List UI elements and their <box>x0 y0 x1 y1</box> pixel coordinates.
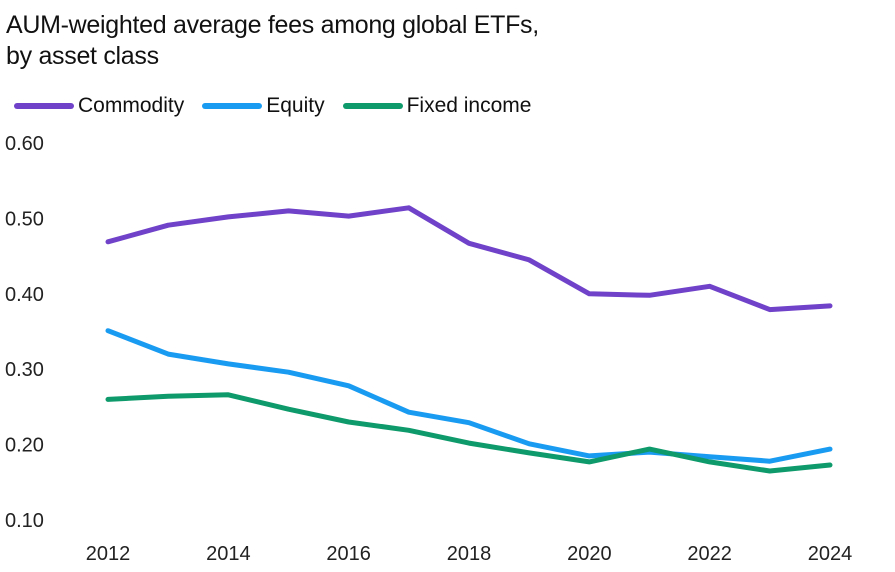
legend-label-commodity: Commodity <box>78 94 185 117</box>
series-line-commodity <box>105 205 833 313</box>
legend-swatch-fixed-income <box>342 103 403 109</box>
legend: Commodity Equity Fixed income <box>14 94 531 118</box>
legend-item-commodity: Commodity <box>14 94 184 118</box>
chart-title-line-2: by asset class <box>6 42 159 70</box>
x-tick-label: 2012 <box>86 543 131 565</box>
x-tick-label: 2020 <box>567 543 612 565</box>
legend-item-equity: Equity <box>202 94 325 118</box>
y-tick-label: 0.40 <box>5 284 44 306</box>
y-tick-label: 0.10 <box>5 510 44 532</box>
x-tick-label: 2022 <box>687 543 732 565</box>
legend-label-fixed-income: Fixed income <box>406 94 532 117</box>
x-tick-label: 2018 <box>447 543 492 565</box>
y-tick-label: 0.30 <box>5 359 44 381</box>
y-tick-label: 0.20 <box>5 435 44 457</box>
legend-swatch-equity <box>202 103 263 109</box>
legend-label-equity: Equity <box>266 94 325 117</box>
y-tick-label: 0.50 <box>5 208 44 230</box>
chart-title-line-1: AUM-weighted average fees among global E… <box>6 11 539 39</box>
chart-title: AUM-weighted average fees among global E… <box>6 10 539 72</box>
legend-swatch-commodity <box>14 103 74 109</box>
x-tick-label: 2024 <box>808 543 853 565</box>
y-tick-label: 0.60 <box>5 133 44 155</box>
x-tick-label: 2016 <box>326 543 371 565</box>
x-tick-label: 2014 <box>206 543 251 565</box>
legend-item-fixed-income: Fixed income <box>342 94 532 118</box>
